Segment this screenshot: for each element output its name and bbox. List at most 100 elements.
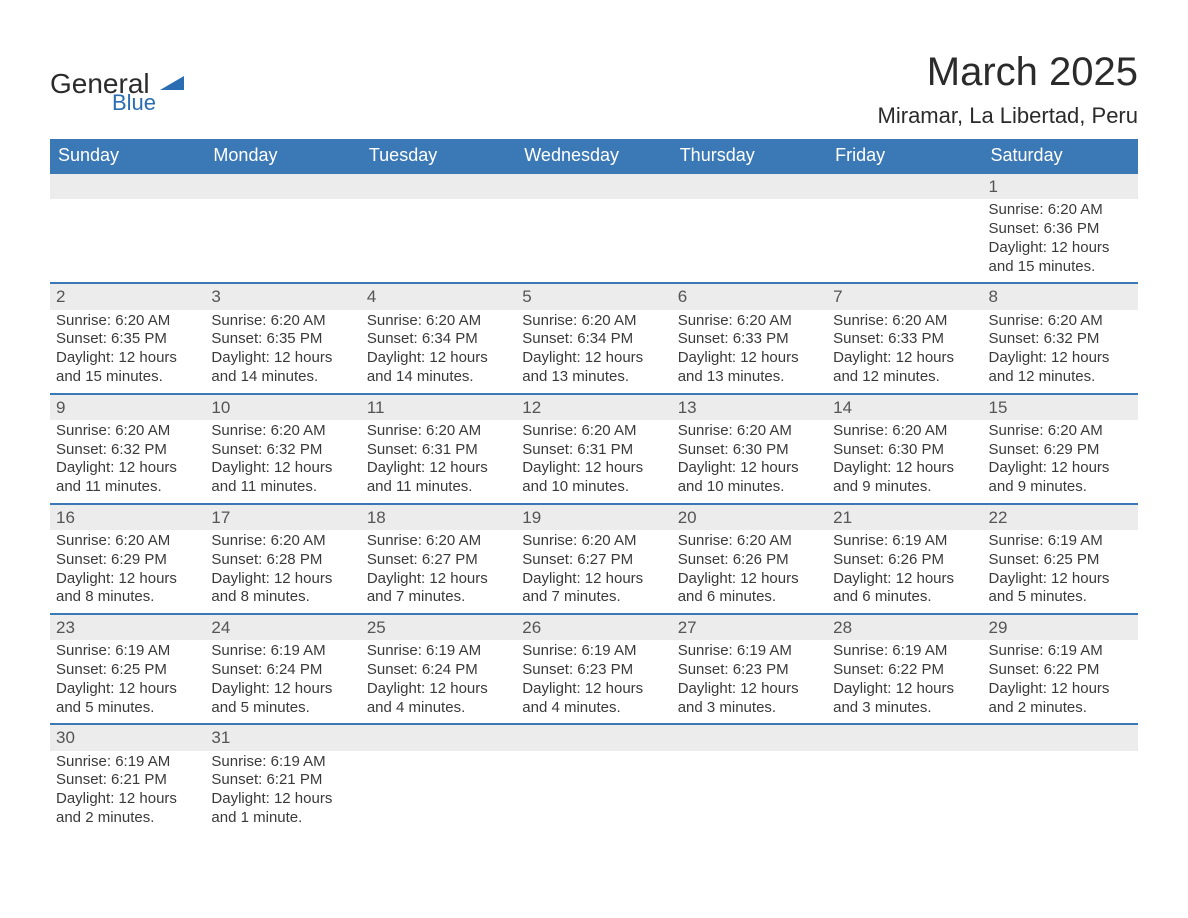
day-cell-line: Daylight: 12 hours and 8 minutes.: [56, 570, 199, 608]
day-cell: Sunrise: 6:20 AMSunset: 6:32 PMDaylight:…: [50, 420, 205, 504]
day-number: [827, 724, 982, 750]
day-cell-line: Sunset: 6:34 PM: [367, 330, 510, 349]
day-cell-line: Sunrise: 6:20 AM: [367, 312, 510, 331]
day-cell-line: Sunset: 6:26 PM: [833, 551, 976, 570]
day-cell-line: Sunrise: 6:19 AM: [678, 642, 821, 661]
day-cell-line: Daylight: 12 hours and 4 minutes.: [522, 680, 665, 718]
day-number: 20: [672, 504, 827, 530]
day-cell-line: Daylight: 12 hours and 13 minutes.: [678, 349, 821, 387]
day-cell-line: Daylight: 12 hours and 5 minutes.: [56, 680, 199, 718]
day-header: Monday: [205, 139, 360, 173]
calendar-body: 1Sunrise: 6:20 AMSunset: 6:36 PMDaylight…: [50, 173, 1138, 834]
day-cell: Sunrise: 6:20 AMSunset: 6:30 PMDaylight:…: [827, 420, 982, 504]
day-cell-line: Daylight: 12 hours and 12 minutes.: [989, 349, 1132, 387]
day-cell-line: Sunset: 6:32 PM: [211, 441, 354, 460]
day-header: Tuesday: [361, 139, 516, 173]
day-cell: Sunrise: 6:19 AMSunset: 6:21 PMDaylight:…: [50, 751, 205, 834]
day-cell: [361, 751, 516, 834]
day-number: [983, 724, 1138, 750]
calendar-daynum-row: 3031: [50, 724, 1138, 750]
day-header: Wednesday: [516, 139, 671, 173]
logo-text-blue: Blue: [112, 92, 156, 114]
logo: General Blue: [50, 70, 186, 114]
day-number: 6: [672, 283, 827, 309]
day-number: 27: [672, 614, 827, 640]
day-cell: Sunrise: 6:19 AMSunset: 6:23 PMDaylight:…: [672, 640, 827, 724]
day-number: 23: [50, 614, 205, 640]
day-number: 19: [516, 504, 671, 530]
day-cell: Sunrise: 6:20 AMSunset: 6:31 PMDaylight:…: [361, 420, 516, 504]
day-cell-line: Daylight: 12 hours and 9 minutes.: [833, 459, 976, 497]
day-number: 17: [205, 504, 360, 530]
day-number: [827, 173, 982, 199]
day-cell-line: Sunrise: 6:20 AM: [211, 422, 354, 441]
day-number: [50, 173, 205, 199]
day-cell-line: Daylight: 12 hours and 14 minutes.: [367, 349, 510, 387]
day-number: 28: [827, 614, 982, 640]
day-cell: [361, 199, 516, 283]
day-number: 4: [361, 283, 516, 309]
day-cell-line: Sunset: 6:27 PM: [522, 551, 665, 570]
calendar-content-row: Sunrise: 6:20 AMSunset: 6:32 PMDaylight:…: [50, 420, 1138, 504]
day-cell: Sunrise: 6:20 AMSunset: 6:28 PMDaylight:…: [205, 530, 360, 614]
day-cell: [983, 751, 1138, 834]
day-cell-line: Daylight: 12 hours and 10 minutes.: [678, 459, 821, 497]
day-cell-line: Sunset: 6:21 PM: [56, 771, 199, 790]
day-cell-line: Sunset: 6:27 PM: [367, 551, 510, 570]
day-number: [516, 173, 671, 199]
day-cell-line: Sunset: 6:30 PM: [833, 441, 976, 460]
day-cell: Sunrise: 6:20 AMSunset: 6:27 PMDaylight:…: [361, 530, 516, 614]
calendar-daynum-row: 9101112131415: [50, 394, 1138, 420]
day-cell: Sunrise: 6:20 AMSunset: 6:33 PMDaylight:…: [827, 310, 982, 394]
day-cell-line: Sunset: 6:26 PM: [678, 551, 821, 570]
day-cell-line: Daylight: 12 hours and 13 minutes.: [522, 349, 665, 387]
day-cell-line: Daylight: 12 hours and 10 minutes.: [522, 459, 665, 497]
day-cell-line: Sunrise: 6:20 AM: [833, 312, 976, 331]
day-header: Saturday: [983, 139, 1138, 173]
day-cell-line: Sunrise: 6:20 AM: [678, 312, 821, 331]
day-cell-line: Sunset: 6:24 PM: [367, 661, 510, 680]
day-cell-line: Sunrise: 6:20 AM: [522, 422, 665, 441]
day-number: 18: [361, 504, 516, 530]
calendar-header-row: Sunday Monday Tuesday Wednesday Thursday…: [50, 139, 1138, 173]
day-cell: Sunrise: 6:19 AMSunset: 6:24 PMDaylight:…: [361, 640, 516, 724]
location-title: Miramar, La Libertad, Peru: [878, 103, 1138, 129]
day-cell-line: Sunrise: 6:20 AM: [522, 532, 665, 551]
day-cell-line: Sunset: 6:35 PM: [211, 330, 354, 349]
day-number: 31: [205, 724, 360, 750]
day-cell-line: Sunset: 6:22 PM: [989, 661, 1132, 680]
day-cell-line: Daylight: 12 hours and 15 minutes.: [56, 349, 199, 387]
day-cell-line: Sunset: 6:32 PM: [56, 441, 199, 460]
day-cell-line: Sunset: 6:30 PM: [678, 441, 821, 460]
day-cell-line: Daylight: 12 hours and 11 minutes.: [367, 459, 510, 497]
day-cell-line: Sunrise: 6:20 AM: [989, 312, 1132, 331]
day-cell-line: Sunrise: 6:20 AM: [56, 422, 199, 441]
day-cell: [516, 199, 671, 283]
day-cell: Sunrise: 6:20 AMSunset: 6:26 PMDaylight:…: [672, 530, 827, 614]
day-cell: Sunrise: 6:20 AMSunset: 6:35 PMDaylight:…: [205, 310, 360, 394]
day-number: 7: [827, 283, 982, 309]
day-cell-line: Sunset: 6:24 PM: [211, 661, 354, 680]
month-title: March 2025: [878, 50, 1138, 95]
day-cell-line: Sunrise: 6:20 AM: [56, 532, 199, 551]
day-cell-line: Daylight: 12 hours and 1 minute.: [211, 790, 354, 828]
day-number: [672, 724, 827, 750]
day-header: Sunday: [50, 139, 205, 173]
day-cell-line: Sunrise: 6:19 AM: [211, 642, 354, 661]
day-cell-line: Sunrise: 6:20 AM: [678, 532, 821, 551]
day-cell: [672, 751, 827, 834]
day-cell-line: Daylight: 12 hours and 4 minutes.: [367, 680, 510, 718]
day-number: 3: [205, 283, 360, 309]
calendar-daynum-row: 23242526272829: [50, 614, 1138, 640]
day-cell-line: Sunset: 6:34 PM: [522, 330, 665, 349]
day-cell-line: Daylight: 12 hours and 6 minutes.: [678, 570, 821, 608]
day-cell-line: Sunrise: 6:20 AM: [678, 422, 821, 441]
day-cell-line: Daylight: 12 hours and 11 minutes.: [211, 459, 354, 497]
day-number: 30: [50, 724, 205, 750]
day-cell: [672, 199, 827, 283]
day-cell-line: Sunset: 6:33 PM: [678, 330, 821, 349]
day-cell: Sunrise: 6:19 AMSunset: 6:21 PMDaylight:…: [205, 751, 360, 834]
day-cell-line: Daylight: 12 hours and 2 minutes.: [56, 790, 199, 828]
day-cell: Sunrise: 6:20 AMSunset: 6:27 PMDaylight:…: [516, 530, 671, 614]
day-cell: [50, 199, 205, 283]
